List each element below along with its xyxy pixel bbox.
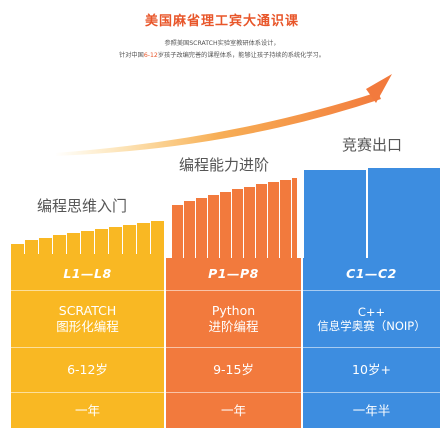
course-type: 图形化编程 [56, 319, 119, 334]
course-type: 进阶编程 [208, 319, 259, 334]
course-name: C++ [357, 304, 386, 319]
course-name: SCRATCH [58, 303, 117, 319]
stage-age: 6-12岁 [67, 362, 108, 378]
stage-course: SCRATCH 图形化编程 [11, 291, 164, 347]
stage-label-basic: 编程思维入门 [37, 197, 128, 215]
stage-code: P1—P8 [208, 266, 259, 282]
stage-column-basic: L1—L8 SCRATCH 图形化编程 6-12岁 一年 [11, 258, 164, 428]
stage-course: C++ 信息学奥赛（NOIP） [303, 291, 440, 347]
subtitle-line-2-pre: 针对中国 [119, 52, 144, 59]
stage-column-competition: C1—C2 C++ 信息学奥赛（NOIP） 10岁+ 一年半 [303, 258, 440, 428]
stage-code: C1—C2 [346, 266, 397, 282]
subtitle-line-1: 参照美国SCRATCH实验室教研体系设计， [164, 40, 280, 47]
stage-column-advanced: P1—P8 Python 进阶编程 9-15岁 一年 [166, 258, 301, 428]
subtitle-line-2-highlight: 6-12 [143, 52, 158, 59]
subtitle-line-2-post: 岁孩子改编完善的课程体系，能够让孩子持续的系统化学习。 [157, 52, 325, 59]
stage-course: Python 进阶编程 [166, 291, 301, 347]
course-type: 信息学奥赛（NOIP） [317, 319, 426, 333]
stage-duration: 一年 [220, 402, 246, 418]
stage-label-advanced: 编程能力进阶 [179, 156, 270, 174]
stage-age: 10岁+ [352, 362, 391, 378]
stage-code: L1—L8 [63, 266, 112, 282]
stage-duration: 一年半 [352, 402, 391, 418]
subtitle-line-2: 针对中国6-12岁孩子改编完善的课程体系，能够让孩子持续的系统化学习。 [0, 50, 444, 59]
stage-age: 9-15岁 [213, 362, 254, 378]
page-title: 美国麻省理工宾大通识课 [144, 14, 299, 29]
stage-duration: 一年 [74, 402, 100, 418]
course-name: Python [211, 303, 256, 319]
stage-label-competition: 竞赛出口 [342, 136, 403, 154]
